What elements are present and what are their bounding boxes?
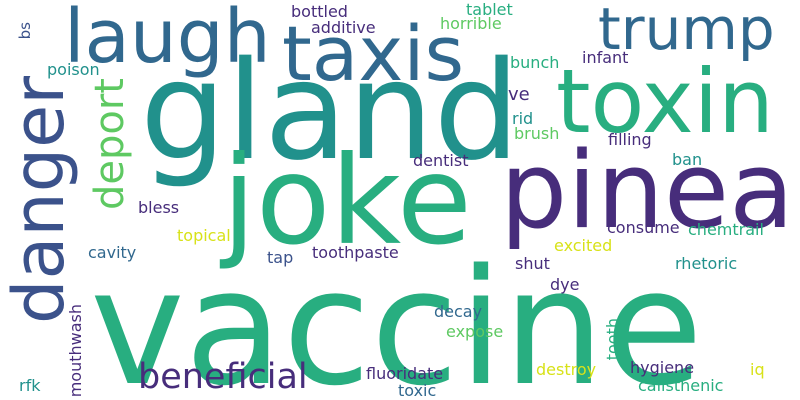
word-horrible: horrible (440, 14, 502, 33)
word-calisthenic: calisthenic (638, 376, 724, 395)
word-tablet: tablet (466, 0, 513, 19)
word-filling: filling (608, 130, 652, 149)
word-gland: gland (140, 33, 520, 191)
word-dentist: dentist (413, 151, 469, 170)
word-bottled: bottled (291, 2, 348, 21)
word-shut: shut (515, 254, 550, 273)
word-expose: expose (446, 322, 504, 341)
word-trump: trump (598, 0, 775, 63)
word-pineal: pineal (500, 129, 800, 252)
word-chemtrail: chemtrail (688, 220, 764, 239)
word-dye: dye (550, 275, 580, 294)
word-bless: bless (138, 198, 180, 217)
word-toothpaste: toothpaste (312, 243, 399, 262)
word-joke: joke (222, 130, 472, 272)
word-rhetoric: rhetoric (675, 254, 738, 273)
word-cavity: cavity (88, 243, 137, 262)
word-consume: consume (607, 218, 680, 237)
word-toxic: toxic (398, 381, 437, 400)
word-fluoridate: fluoridate (366, 364, 444, 383)
word-hygiene: hygiene (630, 358, 695, 377)
word-danger: danger (0, 76, 80, 324)
word-excited: excited (554, 236, 613, 255)
word-rfk: rfk (19, 376, 41, 395)
word-laugh: laugh (64, 0, 271, 80)
word-deport: deport (87, 78, 133, 210)
word-toxin: toxin (556, 50, 774, 153)
word-mouthwash: mouthwash (66, 304, 85, 398)
word-poison: poison (47, 60, 100, 79)
word-decay: decay (434, 302, 483, 321)
word-ban: ban (672, 150, 703, 169)
word-infant: infant (582, 48, 629, 67)
word-iq: iq (750, 360, 765, 379)
word-bunch: bunch (510, 53, 560, 72)
word-beneficial: beneficial (138, 357, 308, 397)
word-ve: ve (508, 84, 530, 105)
word-brush: brush (514, 124, 560, 143)
word-taxis: taxis (282, 9, 465, 98)
word-vaccine: vaccine (90, 234, 703, 400)
word-tooth: tooth (603, 318, 622, 361)
word-bs: bs (16, 22, 34, 40)
word-additive: additive (311, 18, 376, 37)
word-topical: topical (177, 226, 231, 245)
word-tap: tap (267, 248, 294, 267)
word-rid: rid (512, 109, 534, 128)
word-destroy: destroy (536, 360, 597, 379)
